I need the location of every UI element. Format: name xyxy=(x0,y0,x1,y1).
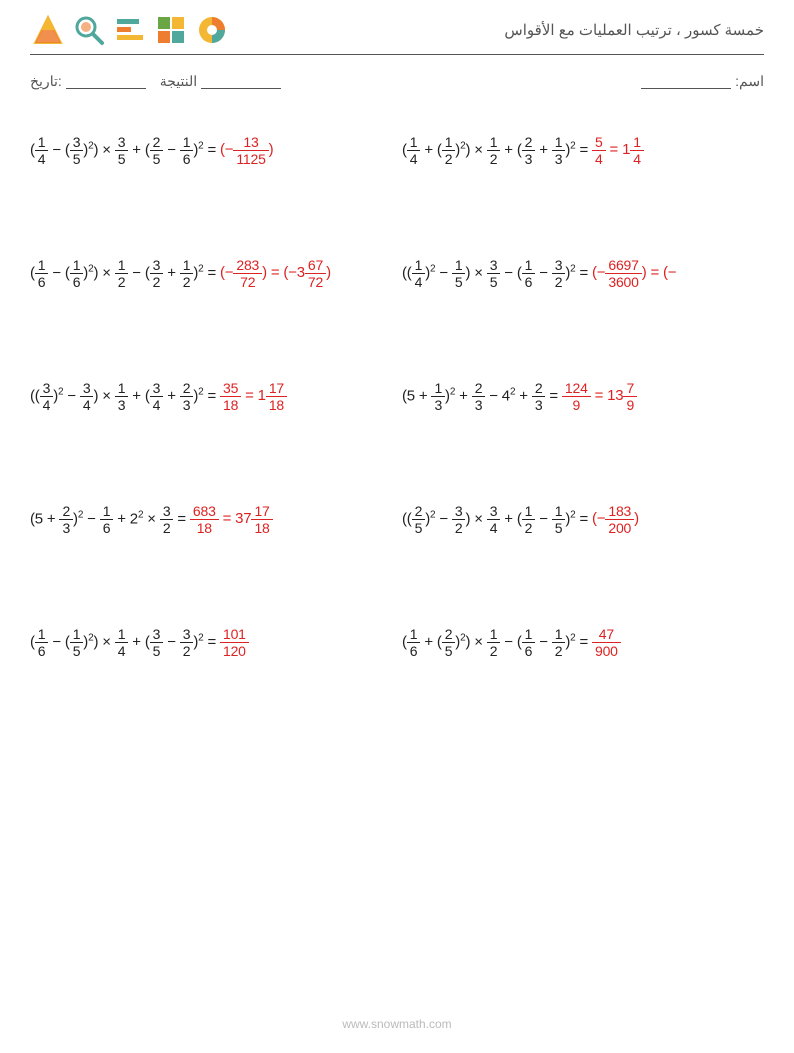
problem-2: (14 + (12)2) × 12 + (23 + 13)2 = 54 = 11… xyxy=(402,134,764,167)
puzzle-icon xyxy=(153,12,189,48)
problem-8: ((25)2 − 32) × 34 + (12 − 15)2 = (−18320… xyxy=(402,503,764,536)
score-label: النتيجة xyxy=(160,73,197,90)
score-field: النتيجة xyxy=(160,73,281,90)
problem-10: (16 + (25)2) × 12 − (16 − 12)2 = 47900 xyxy=(402,626,764,659)
info-row: اسم: النتيجة :تاريخ xyxy=(30,55,764,94)
footer-watermark: www.snowmath.com xyxy=(0,1017,794,1031)
problem-5: ((34)2 − 34) × 13 + (34 + 23)2 = 3518 = … xyxy=(30,380,392,413)
problem-4: ((14)2 − 15) × 35 − (16 − 32)2 = (−66973… xyxy=(402,257,764,290)
problem-7: (5 + 23)2 − 16 + 22 × 32 = 68318 = 37171… xyxy=(30,503,392,536)
date-line xyxy=(66,75,146,89)
problem-9: (16 − (15)2) × 14 + (35 − 32)2 = 101120 xyxy=(30,626,392,659)
problem-6: (5 + 13)2 + 23 − 42 + 23 = 1249 = 1379 xyxy=(402,380,764,413)
piechart-icon xyxy=(194,12,230,48)
worksheet-title: خمسة كسور ، ترتيب العمليات مع الأقواس xyxy=(504,21,764,39)
date-label: :تاريخ xyxy=(30,73,62,90)
header-bar: خمسة كسور ، ترتيب العمليات مع الأقواس xyxy=(30,0,764,55)
score-line xyxy=(201,75,281,89)
barchart-icon xyxy=(112,12,148,48)
magnifier-icon xyxy=(71,12,107,48)
problems-grid: (14 − (35)2) × 35 + (25 − 16)2 = (−13112… xyxy=(30,94,764,659)
name-field: اسم: xyxy=(641,73,764,90)
name-label: اسم: xyxy=(735,73,764,90)
name-line xyxy=(641,75,731,89)
date-field: :تاريخ xyxy=(30,73,146,90)
logo-icons xyxy=(30,12,230,48)
problem-1: (14 − (35)2) × 35 + (25 − 16)2 = (−13112… xyxy=(30,134,392,167)
problem-3: (16 − (16)2) × 12 − (32 + 12)2 = (−28372… xyxy=(30,257,392,290)
pyramid-icon xyxy=(30,12,66,48)
